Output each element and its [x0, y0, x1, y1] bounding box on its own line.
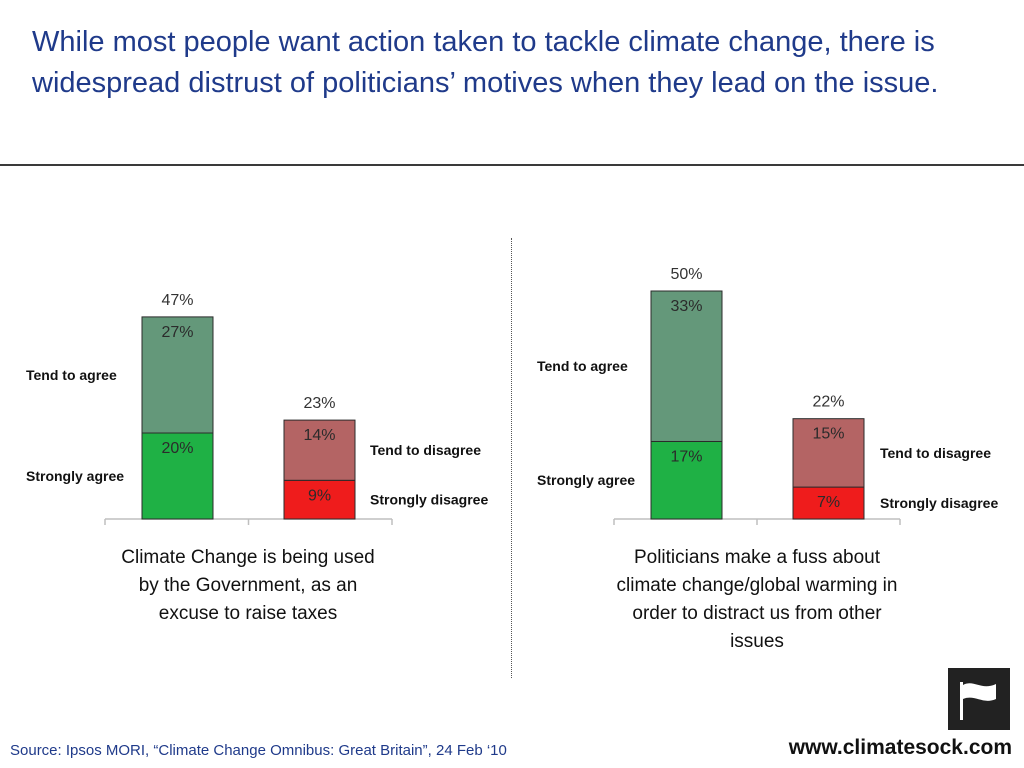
chart-caption-government-taxes: Climate Change is being used by the Gove… [121, 547, 375, 624]
bar-segment-strongly-disagree [792, 486, 865, 520]
bar-segment-tend-to-disagree [792, 418, 865, 488]
total-label: 23% [303, 395, 335, 412]
data-label-tend-to-agree: 27% [161, 324, 193, 341]
series-label-strongly-disagree: Strongly disagree [370, 492, 488, 508]
chart-caption-politicians-distract: Politicians make a fuss about climate ch… [616, 547, 898, 652]
website-link[interactable]: www.climatesock.com [788, 736, 1012, 759]
bar-segment-strongly-agree [141, 432, 214, 520]
chart-politicians-distract: 17% Strongly agree 33% Tend to agree 7% Stron… [537, 266, 998, 525]
data-label-tend-to-disagree: 14% [303, 427, 335, 444]
bar-segment-tend-to-disagree [283, 419, 356, 481]
bar-segment-tend-to-agree [141, 316, 214, 434]
logo-badge [948, 668, 1010, 730]
title-divider [0, 164, 1024, 166]
series-label-tend-to-agree: Tend to agree [537, 358, 628, 374]
page-title: While most people want action taken to t… [32, 26, 939, 99]
series-label-strongly-agree: Strongly agree [537, 472, 635, 488]
data-label-tend-to-agree: 33% [670, 298, 702, 315]
total-label: 50% [670, 266, 702, 283]
white-flag-icon [960, 682, 996, 720]
total-label: 22% [812, 394, 844, 411]
series-label-strongly-agree: Strongly agree [26, 468, 124, 484]
data-label-strongly-agree: 17% [670, 448, 702, 465]
bar-segment-tend-to-agree [650, 290, 723, 442]
data-label-tend-to-disagree: 15% [812, 426, 844, 443]
data-label-strongly-agree: 20% [161, 440, 193, 457]
bar-segment-strongly-agree [650, 440, 723, 520]
series-label-tend-to-disagree: Tend to disagree [880, 445, 991, 461]
series-label-tend-to-agree: Tend to agree [26, 367, 117, 383]
series-label-strongly-disagree: Strongly disagree [880, 495, 998, 511]
chart-divider [511, 238, 512, 678]
data-label-strongly-disagree: 9% [308, 487, 331, 504]
bar-segment-strongly-disagree [283, 479, 356, 520]
data-label-strongly-disagree: 7% [817, 494, 840, 511]
chart-government-taxes: 20% Strongly agree 27% Tend to agree 9% Stron… [26, 292, 488, 525]
source-note: Source: Ipsos MORI, “Climate Change Omni… [10, 742, 507, 759]
total-label: 47% [161, 292, 193, 309]
series-label-tend-to-disagree: Tend to disagree [370, 442, 481, 458]
